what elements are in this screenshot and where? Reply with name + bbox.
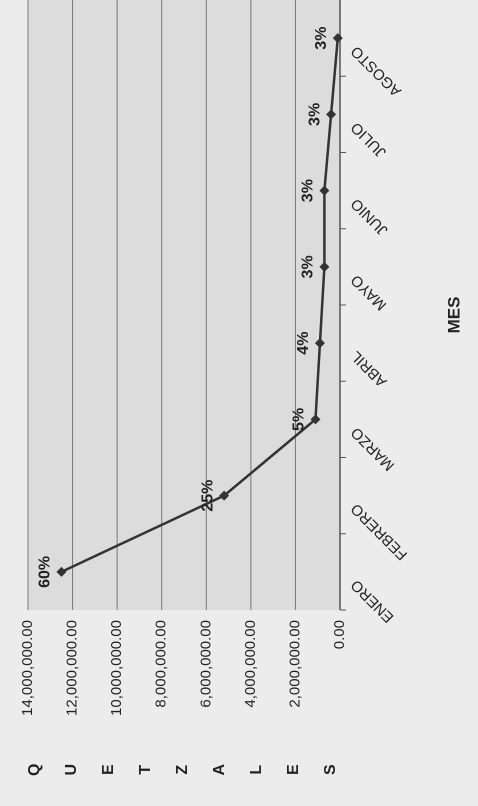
marker	[310, 414, 321, 425]
data-label: 4%	[295, 332, 312, 355]
data-label: 3%	[300, 255, 317, 278]
y-tick-label: 2,000,000.00	[286, 620, 303, 708]
y-axis-title: QUETZALES	[26, 761, 359, 778]
marker	[319, 185, 330, 196]
y-tick-label: 8,000,000.00	[153, 620, 170, 708]
data-label: 5%	[291, 408, 308, 431]
data-label: 25%	[199, 480, 216, 512]
marker	[332, 33, 343, 44]
y-tick-label: 10,000,000.00	[108, 620, 125, 716]
y-tick-label: 6,000,000.00	[197, 620, 214, 708]
y-tick-label: 14,000,000.00	[19, 620, 36, 716]
marker	[314, 338, 325, 349]
data-label: 3%	[313, 27, 330, 50]
marker	[56, 566, 67, 577]
plot-area	[28, 0, 340, 610]
marker	[319, 261, 330, 272]
data-label: 60%	[37, 556, 54, 588]
y-tick-label: 4,000,000.00	[242, 620, 259, 708]
data-label: 3%	[306, 103, 323, 126]
y-tick-label: 0.00	[331, 620, 348, 649]
x-axis-title: MES	[444, 297, 463, 334]
data-label: 3%	[300, 179, 317, 202]
line	[60, 38, 340, 574]
marker	[219, 490, 230, 501]
y-tick-label: 12,000,000.00	[64, 620, 81, 716]
marker	[326, 109, 337, 120]
